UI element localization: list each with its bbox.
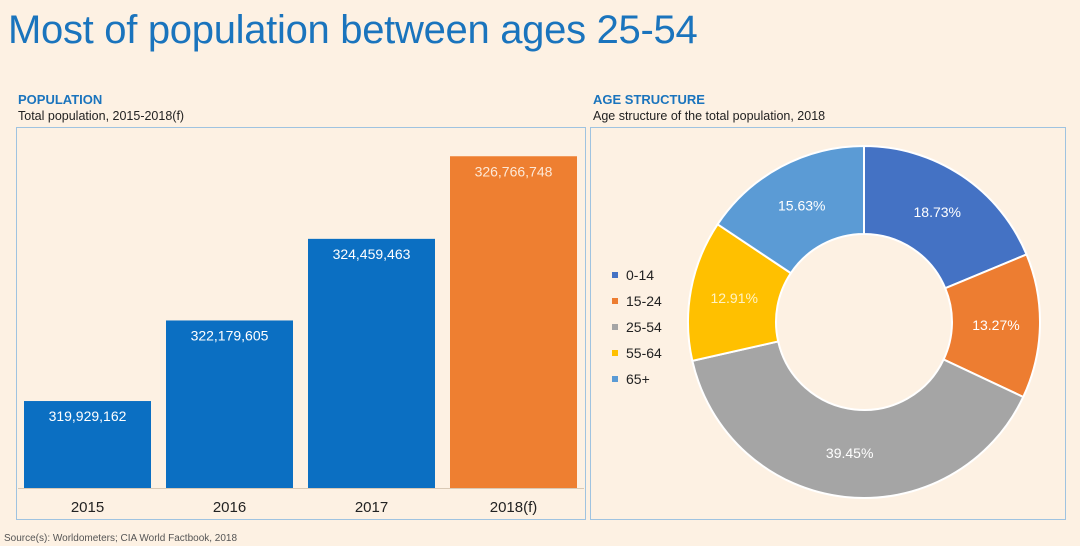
- page-title: Most of population between ages 25-54: [8, 8, 698, 52]
- legend-label: 55-64: [626, 345, 662, 361]
- x-tick-label: 2016: [213, 499, 246, 516]
- donut-value-label: 12.91%: [710, 290, 757, 306]
- bar-value-label: 324,459,463: [333, 246, 411, 262]
- legend-swatch: [612, 376, 618, 382]
- age-structure-subtitle: Age structure of the total population, 2…: [593, 109, 826, 123]
- legend-label: 65+: [626, 371, 650, 387]
- population-subtitle: Total population, 2015-2018(f): [18, 109, 185, 123]
- x-tick-label: 2017: [355, 499, 388, 516]
- bar-2015: [24, 401, 151, 488]
- legend-swatch: [612, 324, 618, 330]
- bar-value-label: 322,179,605: [191, 327, 269, 343]
- bar-2016: [166, 320, 293, 488]
- bar-2018(f): [450, 156, 577, 488]
- donut-value-label: 15.63%: [778, 198, 825, 214]
- age-structure-heading: AGE STRUCTURE: [593, 92, 705, 107]
- legend-item: 15-24: [612, 288, 662, 314]
- bar-value-label: 326,766,748: [475, 163, 553, 179]
- age-structure-legend: 0-14 15-24 25-54 55-64 65+: [612, 262, 662, 392]
- age-structure-chart-panel: [590, 127, 1066, 520]
- x-tick-label: 2018(f): [490, 499, 538, 516]
- legend-label: 0-14: [626, 267, 655, 283]
- population-chart-panel: [16, 127, 586, 520]
- legend-item: 0-14: [612, 262, 662, 288]
- donut-slice-0-14: [863, 144, 1028, 290]
- source-note: Source(s): Worldometers; CIA World Factb…: [4, 533, 238, 544]
- legend-label: 25-54: [626, 319, 662, 335]
- legend-swatch: [612, 272, 618, 278]
- legend-item: 65+: [612, 366, 662, 392]
- population-heading: POPULATION: [18, 92, 103, 107]
- legend-swatch: [612, 298, 618, 304]
- legend-item: 25-54: [612, 314, 662, 340]
- donut-slice-25-54: [691, 340, 1025, 499]
- donut-slice-65+: [716, 144, 865, 275]
- donut-value-label: 13.27%: [972, 317, 1019, 333]
- legend-item: 55-64: [612, 340, 662, 366]
- legend-label: 15-24: [626, 293, 662, 309]
- donut-value-label: 39.45%: [826, 445, 873, 461]
- bar-2017: [308, 238, 435, 488]
- donut-value-label: 18.73%: [914, 204, 961, 220]
- bar-value-label: 319,929,162: [49, 408, 127, 424]
- legend-swatch: [612, 350, 618, 356]
- x-tick-label: 2015: [71, 499, 104, 516]
